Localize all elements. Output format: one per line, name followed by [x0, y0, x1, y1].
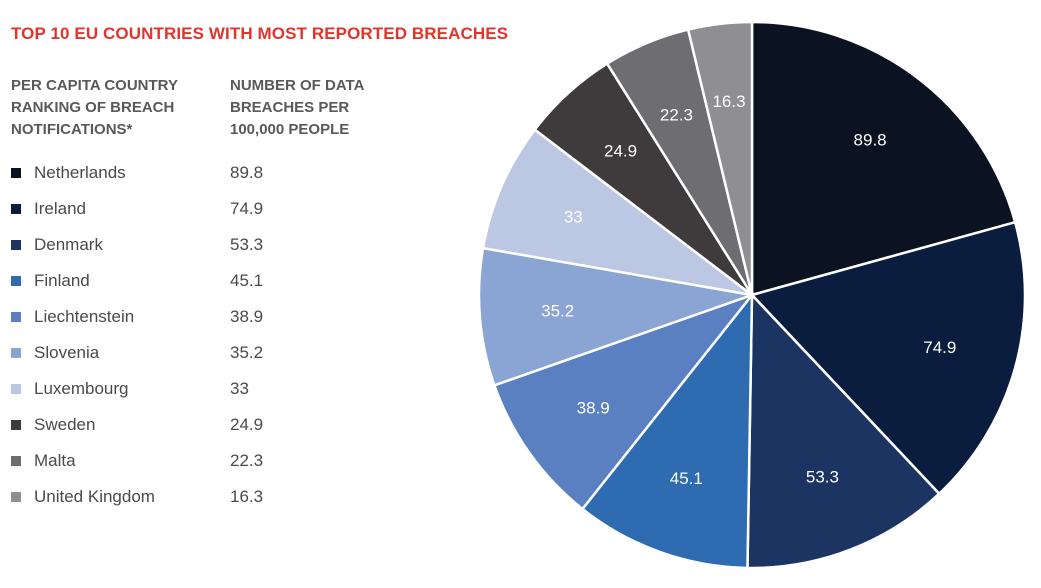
legend-country: Denmark	[34, 235, 103, 254]
slice-value-label: 74.9	[923, 338, 956, 357]
legend-item: Sweden 24.9	[11, 407, 411, 443]
pie-slice-liechtenstein	[492, 292, 756, 511]
legend-country: Liechtenstein	[34, 307, 135, 326]
pie-slice-ireland	[749, 220, 1027, 496]
legend-swatch	[11, 456, 21, 466]
legend-item: Denmark 53.3	[11, 227, 411, 263]
slice-value-label: 33	[564, 207, 583, 226]
legend-value: 53.3	[230, 235, 264, 254]
legend-country: Finland	[34, 271, 90, 290]
legend-country: Ireland	[34, 199, 86, 218]
legend-country: Luxembourg	[34, 379, 129, 398]
legend-swatch	[11, 240, 21, 250]
legend-value: 38.9	[230, 307, 264, 326]
legend-value: 24.9	[230, 415, 264, 434]
legend-item: Liechtenstein 38.9	[11, 299, 411, 335]
legend-country: United Kingdom	[34, 487, 155, 506]
legend-item: Malta 22.3	[11, 443, 411, 479]
slice-value-label: 53.3	[806, 467, 839, 486]
legend-item: United Kingdom 16.3	[11, 479, 411, 515]
pie-slice-denmark	[746, 291, 941, 570]
legend-swatch	[11, 492, 21, 502]
legend-value: 45.1	[230, 271, 264, 290]
legend-value: 74.9	[230, 199, 264, 218]
legend-header-country: PER CAPITA COUNTRY RANKING OF BREACH NOT…	[11, 77, 178, 138]
slice-value-label: 22.3	[660, 106, 693, 125]
slice-value-label: 89.8	[854, 130, 887, 149]
legend-item: Finland 45.1	[11, 263, 411, 299]
legend-value: 35.2	[230, 343, 264, 362]
slice-value-label: 35.2	[541, 302, 574, 321]
legend-country: Slovenia	[34, 343, 100, 362]
legend-swatch	[11, 276, 21, 286]
legend-swatch	[11, 348, 21, 358]
legend-country: Netherlands	[34, 163, 126, 182]
legend-swatch	[11, 204, 21, 214]
slice-value-label: 45.1	[670, 469, 703, 488]
legend-value: 33	[230, 379, 249, 398]
legend-item: Ireland 74.9	[11, 191, 411, 227]
legend-country: Malta	[34, 451, 76, 470]
legend-value: 89.8	[230, 163, 264, 182]
legend-value: 22.3	[230, 451, 264, 470]
legend-item: Netherlands 89.8	[11, 155, 411, 191]
legend-swatch	[11, 420, 21, 430]
pie-slice-united-kingdom	[686, 20, 754, 296]
legend-item: Luxembourg 33	[11, 371, 411, 407]
legend-swatch	[11, 384, 21, 394]
slice-value-label: 16.3	[712, 92, 745, 111]
legend-value: 16.3	[230, 487, 264, 506]
slice-value-label: 38.9	[577, 399, 610, 418]
legend-header-value: NUMBER OF DATA BREACHES PER 100,000 PEOP…	[230, 77, 365, 138]
pie-slice-finland	[580, 291, 754, 570]
slice-value-label: 24.9	[604, 141, 637, 160]
pie-slice-luxembourg	[481, 127, 753, 297]
legend-swatch	[11, 168, 21, 178]
legend-item: Slovenia 35.2	[11, 335, 411, 371]
pie-slice-netherlands	[750, 20, 1017, 297]
pie-slice-slovenia	[477, 246, 757, 387]
legend-country: Sweden	[34, 415, 96, 434]
chart-title: TOP 10 EU COUNTRIES WITH MOST REPORTED B…	[11, 24, 509, 43]
legend-swatch	[11, 312, 21, 322]
